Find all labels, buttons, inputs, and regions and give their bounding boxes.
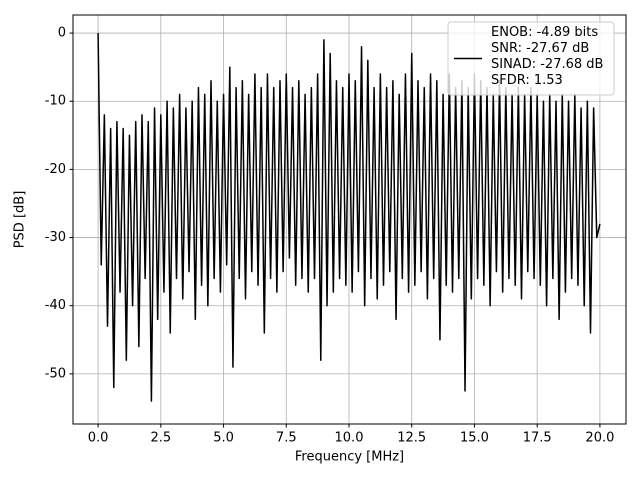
axes-frame [72, 14, 627, 425]
y-tick-label: 0 [58, 26, 66, 41]
x-tick-label: 20.0 [585, 431, 614, 446]
y-tick-label: -30 [45, 230, 66, 245]
legend-label: ENOB: -4.89 bits SNR: -27.67 dB SINAD: -… [491, 25, 604, 88]
x-tick-label: 17.5 [523, 431, 552, 446]
y-tick-label: -50 [45, 366, 66, 381]
legend: ENOB: -4.89 bits SNR: -27.67 dB SINAD: -… [447, 21, 615, 96]
x-axis-label: Frequency [MHz] [295, 450, 404, 465]
ticks: 0.0 2.5 5.0 7.5 10.0 12.5 15.0 17.5 20.0 0 -10 -20 -… [45, 26, 615, 446]
y-tick-label: -10 [45, 94, 66, 109]
y-tick-label: -20 [45, 162, 66, 177]
x-tick-label: 2.5 [150, 431, 171, 446]
x-tick-label: 10.0 [335, 431, 364, 446]
y-tick-label: -40 [45, 298, 66, 313]
y-axis-label: PSD [dB] [13, 191, 28, 249]
legend-entry: ENOB: -4.89 bits SNR: -27.67 dB SINAD: -… [491, 25, 604, 88]
x-tick-label: 12.5 [397, 431, 426, 446]
legend-box [447, 21, 615, 96]
series-line [97, 33, 601, 402]
x-tick-label: 5.0 [213, 431, 234, 446]
plot [97, 33, 601, 402]
x-tick-label: 15.0 [460, 431, 489, 446]
x-tick-label: 7.5 [276, 431, 297, 446]
x-tick-label: 0.0 [88, 431, 109, 446]
